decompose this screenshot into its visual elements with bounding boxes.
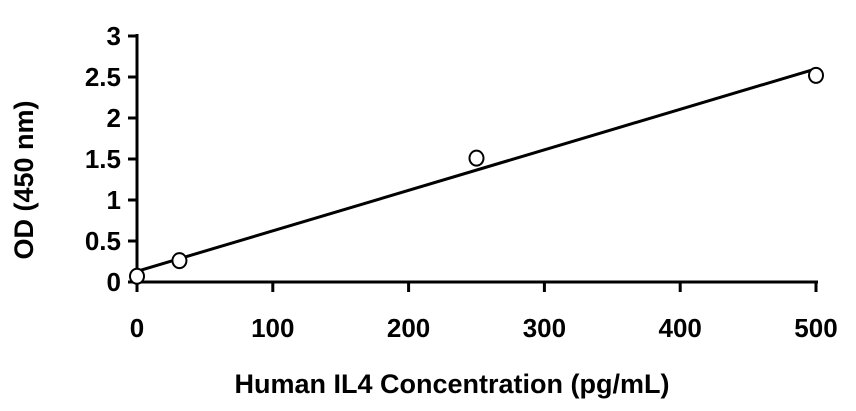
data-point — [171, 252, 188, 270]
y-tick-label: 1 — [107, 185, 121, 215]
y-tick-label: 2 — [107, 103, 121, 133]
y-tick-label: 0.5 — [85, 226, 121, 256]
x-tick-label: 500 — [794, 313, 837, 343]
y-tick-label: 2.5 — [85, 62, 121, 92]
y-axis-label: OD (450 nm) — [9, 100, 39, 259]
x-tick-label: 200 — [387, 313, 430, 343]
x-axis-label: Human IL4 Concentration (pg/mL) — [235, 369, 670, 399]
data-point — [129, 267, 145, 285]
y-tick-label: 1.5 — [85, 144, 121, 174]
x-tick-label: 100 — [251, 313, 294, 343]
y-tick-label: 0 — [107, 267, 121, 297]
fit-line — [136, 67, 817, 273]
y-tick-label: 3 — [107, 21, 121, 51]
x-tick-label: 0 — [130, 313, 144, 343]
x-tick-label: 400 — [659, 313, 702, 343]
data-point — [468, 149, 485, 167]
data-point — [808, 66, 824, 84]
x-tick-label: 300 — [523, 313, 566, 343]
